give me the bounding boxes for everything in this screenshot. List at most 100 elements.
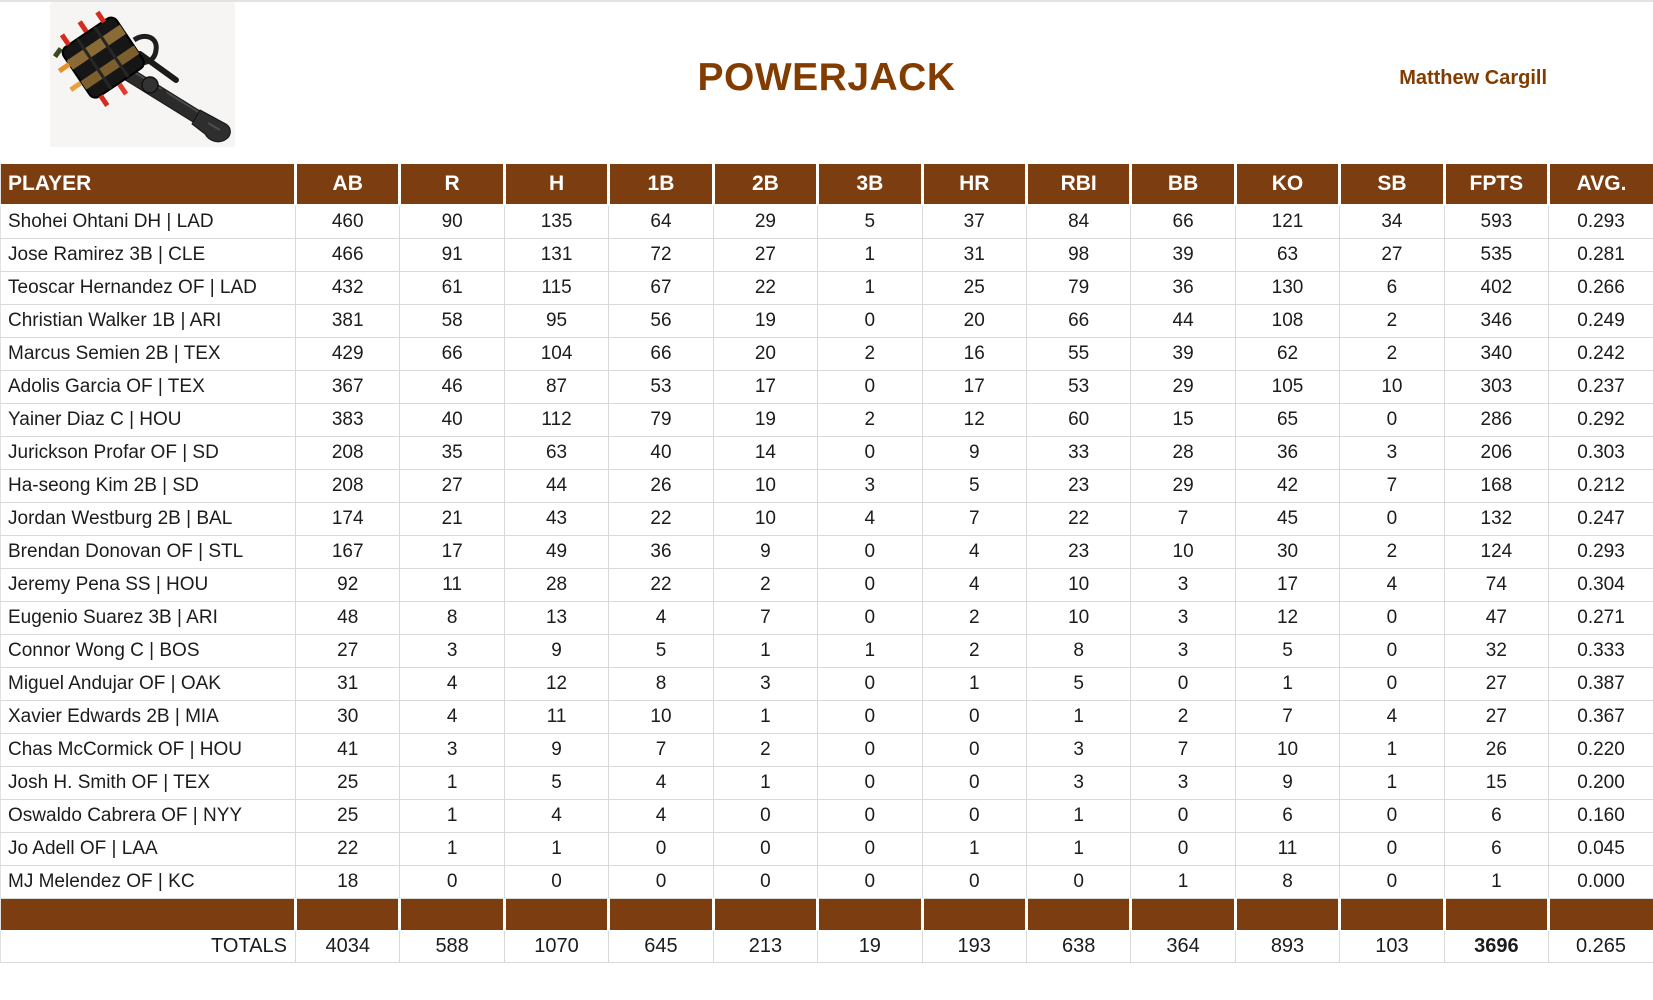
stat-cell: 5 <box>817 205 923 239</box>
stat-cell: 9 <box>713 535 819 569</box>
col-header-h: H <box>504 164 611 206</box>
stat-cell: 11 <box>1235 832 1341 866</box>
col-header-avg: AVG. <box>1548 164 1653 206</box>
stat-cell: 40 <box>608 436 714 470</box>
stat-cell: 84 <box>1026 205 1132 239</box>
stat-cell: 1 <box>1026 832 1132 866</box>
stat-cell: 0.220 <box>1548 733 1653 767</box>
stat-cell: 14 <box>713 436 819 470</box>
stat-cell: 121 <box>1235 205 1341 239</box>
stat-cell: 367 <box>295 370 401 404</box>
stat-cell: 112 <box>504 403 610 437</box>
stat-cell: 0 <box>713 865 819 899</box>
stat-cell: 9 <box>504 634 610 668</box>
stat-cell: 0 <box>713 799 819 833</box>
stat-cell: 0 <box>1026 865 1132 899</box>
stat-cell: 206 <box>1444 436 1550 470</box>
stat-cell: 11 <box>504 700 610 734</box>
stat-cell: 39 <box>1130 337 1236 371</box>
totals-cell: 588 <box>399 930 505 963</box>
col-header-bb: BB <box>1130 164 1237 206</box>
stat-cell: 6 <box>1339 271 1445 305</box>
player-name-cell: Josh H. Smith OF | TEX <box>0 766 296 800</box>
player-stats-table: PLAYER AB R H 1B 2B 3B HR RBI BB KO SB FPTS AVG. Shoh… <box>0 164 1653 963</box>
player-row: Chas McCormick OF | HOU 41 3 9 7 2 0 0 3 7 10 1 26 0.… <box>0 733 1653 767</box>
stat-cell: 20 <box>713 337 819 371</box>
stat-cell: 9 <box>922 436 1027 470</box>
stat-cell: 0 <box>817 766 923 800</box>
stat-cell: 1 <box>1339 766 1445 800</box>
stat-cell: 66 <box>608 337 714 371</box>
stat-cell: 1 <box>922 832 1027 866</box>
stat-cell: 466 <box>295 238 401 272</box>
stat-cell: 16 <box>922 337 1027 371</box>
separator-cell <box>295 898 402 931</box>
stat-cell: 27 <box>1444 667 1550 701</box>
stat-cell: 30 <box>295 700 401 734</box>
totals-cell: 1070 <box>504 930 610 963</box>
stat-cell: 29 <box>1130 370 1236 404</box>
stat-cell: 1 <box>713 634 819 668</box>
separator-cell <box>1026 898 1133 931</box>
stat-cell: 17 <box>922 370 1027 404</box>
stat-cell: 66 <box>399 337 505 371</box>
player-name-cell: Jo Adell OF | LAA <box>0 832 296 866</box>
totals-cell: 893 <box>1235 930 1341 963</box>
stat-cell: 0.367 <box>1548 700 1653 734</box>
owner-name: Matthew Cargill <box>1399 67 1547 89</box>
totals-cell: 364 <box>1130 930 1236 963</box>
stat-cell: 17 <box>399 535 505 569</box>
stat-cell: 34 <box>1339 205 1445 239</box>
stat-cell: 23 <box>1026 469 1132 503</box>
stat-cell: 0.242 <box>1548 337 1653 371</box>
stat-cell: 2 <box>817 337 923 371</box>
stat-cell: 12 <box>504 667 610 701</box>
stat-cell: 0 <box>817 733 923 767</box>
stat-cell: 4 <box>922 568 1027 602</box>
stat-cell: 2 <box>817 403 923 437</box>
stat-cell: 1 <box>817 634 923 668</box>
totals-cell: 103 <box>1339 930 1445 963</box>
stat-cell: 0 <box>817 568 923 602</box>
totals-cell: 4034 <box>295 930 401 963</box>
stat-cell: 3 <box>817 469 923 503</box>
stat-cell: 6 <box>1444 799 1550 833</box>
stat-cell: 11 <box>399 568 505 602</box>
stat-cell: 0.045 <box>1548 832 1653 866</box>
player-row: Adolis Garcia OF | TEX 367 46 87 53 17 0 17 53 29… <box>0 370 1653 404</box>
player-row: Oswaldo Cabrera OF | NYY 25 1 4 4 0 0 0 1 0 6 0 6 0.1… <box>0 799 1653 833</box>
sheet-header: POWERJACK Matthew Cargill <box>0 0 1653 164</box>
stat-cell: 432 <box>295 271 401 305</box>
stat-cell: 0 <box>922 700 1027 734</box>
player-name-cell: Connor Wong C | BOS <box>0 634 296 668</box>
stat-cell: 62 <box>1235 337 1341 371</box>
stat-cell: 4 <box>608 799 714 833</box>
stat-cell: 33 <box>1026 436 1132 470</box>
stat-cell: 1 <box>713 766 819 800</box>
stat-cell: 3 <box>399 733 505 767</box>
player-row: Jeremy Pena SS | HOU 92 11 28 22 2 0 4 10 3 17 4 74 0… <box>0 568 1653 602</box>
stat-cell: 0 <box>399 865 505 899</box>
stat-cell: 0.160 <box>1548 799 1653 833</box>
separator-cell <box>1548 898 1653 931</box>
stat-cell: 0.247 <box>1548 502 1653 536</box>
stat-cell: 66 <box>1130 205 1236 239</box>
stat-cell: 535 <box>1444 238 1550 272</box>
stat-cell: 28 <box>1130 436 1236 470</box>
stat-cell: 0 <box>817 667 923 701</box>
stat-cell: 44 <box>504 469 610 503</box>
stat-cell: 7 <box>1130 733 1236 767</box>
separator-cell <box>0 898 297 931</box>
stat-cell: 49 <box>504 535 610 569</box>
stat-cell: 460 <box>295 205 401 239</box>
stat-cell: 30 <box>1235 535 1341 569</box>
stat-cell: 27 <box>1444 700 1550 734</box>
separator-cell <box>922 898 1028 931</box>
stat-cell: 40 <box>399 403 505 437</box>
totals-label: TOTALS <box>0 930 296 963</box>
stat-cell: 1 <box>1339 733 1445 767</box>
stat-cell: 2 <box>713 568 819 602</box>
stat-cell: 53 <box>1026 370 1132 404</box>
stat-cell: 0 <box>713 832 819 866</box>
